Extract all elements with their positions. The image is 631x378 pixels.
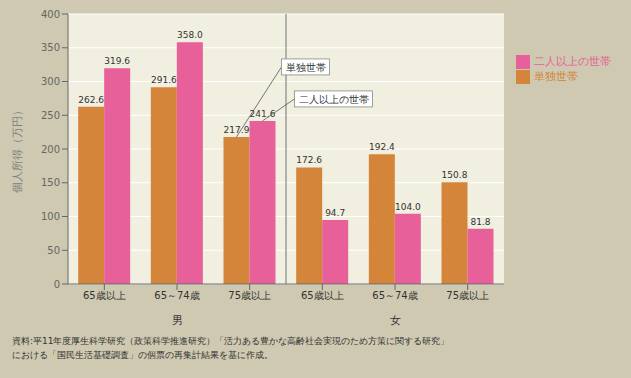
html-text:単独世帯: 単独世帯: [534, 70, 578, 83]
svg-text:65～74歳: 65～74歳: [372, 290, 417, 301]
svg-text:358.0: 358.0: [177, 30, 203, 40]
svg-text:217.9: 217.9: [224, 125, 250, 135]
svg-text:250: 250: [41, 110, 60, 121]
svg-text:172.6: 172.6: [296, 155, 322, 165]
svg-text:319.6: 319.6: [104, 56, 130, 66]
html-text:における「国民生活基礎調査」の個票の再集計結果を基に作成。: における「国民生活基礎調査」の個票の再集計結果を基に作成。: [12, 350, 273, 360]
svg-text:65歳以上: 65歳以上: [301, 290, 344, 301]
svg-text:104.0: 104.0: [395, 202, 421, 212]
svg-text:75歳以上: 75歳以上: [228, 290, 271, 301]
svg-text:女: 女: [390, 314, 401, 327]
svg-text:単独世帯: 単独世帯: [286, 62, 326, 73]
svg-text:300: 300: [41, 76, 60, 87]
svg-text:192.4: 192.4: [369, 142, 395, 152]
svg-text:241.6: 241.6: [250, 109, 276, 119]
svg-text:150: 150: [41, 177, 60, 188]
svg-text:50: 50: [47, 245, 60, 256]
html-text:二人以上の世帯: 二人以上の世帯: [534, 55, 611, 68]
svg-text:65歳以上: 65歳以上: [83, 290, 126, 301]
svg-text:400: 400: [41, 9, 60, 20]
svg-text:100: 100: [41, 211, 60, 222]
svg-text:200: 200: [41, 144, 60, 155]
svg-text:150.8: 150.8: [442, 170, 468, 180]
svg-text:291.6: 291.6: [151, 75, 177, 85]
svg-text:個人所得（万円）: 個人所得（万円）: [11, 105, 24, 193]
svg-text:262.6: 262.6: [78, 95, 104, 105]
svg-text:65～74歳: 65～74歳: [154, 290, 199, 301]
svg-text:二人以上の世帯: 二人以上の世帯: [299, 94, 369, 105]
svg-text:350: 350: [41, 42, 60, 53]
svg-text:男: 男: [172, 314, 183, 327]
svg-text:81.8: 81.8: [470, 217, 490, 227]
svg-text:75歳以上: 75歳以上: [446, 290, 489, 301]
svg-text:94.7: 94.7: [325, 208, 345, 218]
html-text:資料:平11年度厚生科学研究（政策科学推進研究）「活力ある豊: 資料:平11年度厚生科学研究（政策科学推進研究）「活力ある豊かな高齢社会実現のた…: [12, 336, 450, 346]
svg-text:0: 0: [54, 279, 60, 290]
